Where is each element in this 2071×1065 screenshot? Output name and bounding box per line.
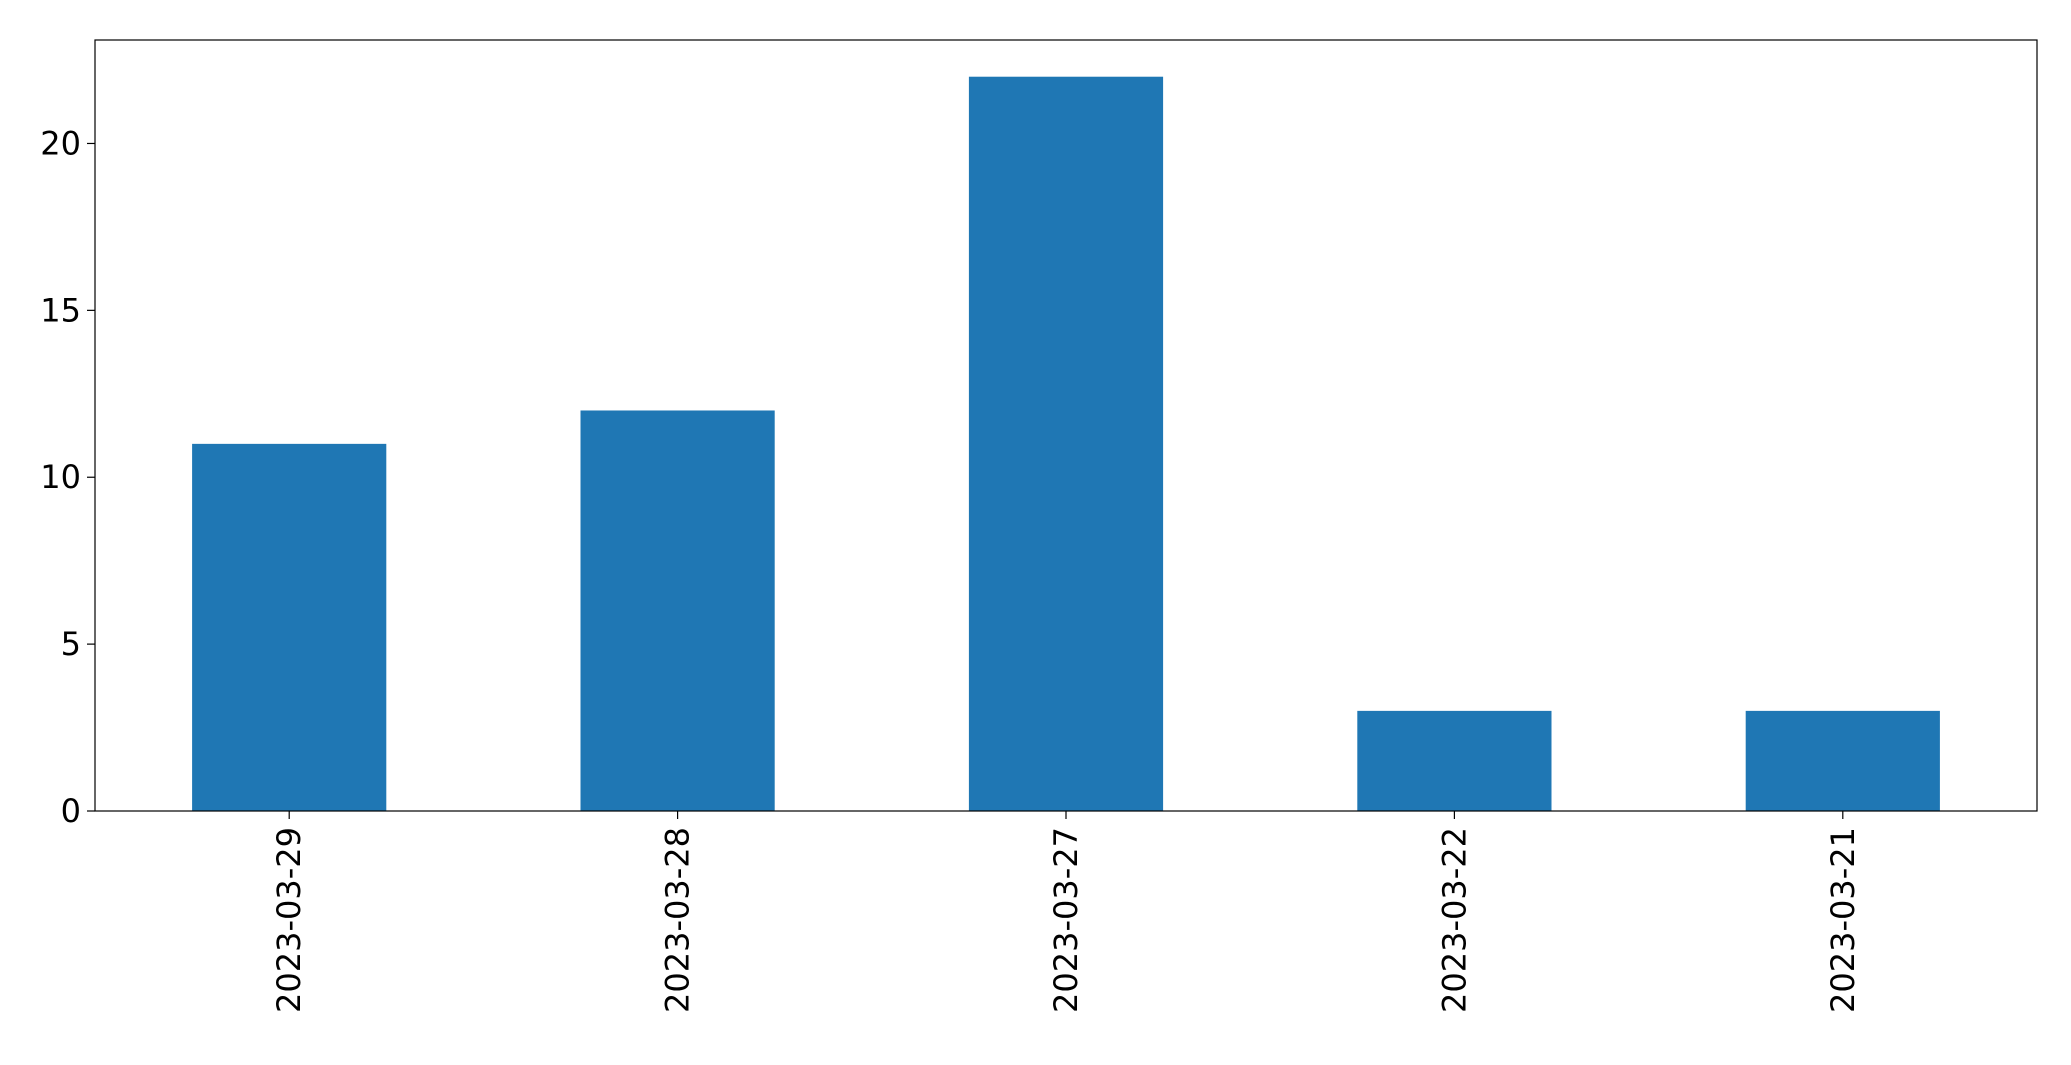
bar-2023-03-29: [192, 443, 387, 811]
x-tick-label: 2023-03-29: [270, 827, 308, 1013]
bar-2023-03-27: [968, 76, 1164, 811]
y-tick-label: 10: [40, 458, 81, 496]
y-tick-label: 0: [61, 792, 81, 830]
y-tick-label: 5: [61, 625, 81, 663]
y-tick-label: 15: [40, 291, 81, 329]
bar-2023-03-22: [1357, 710, 1552, 811]
x-tick-label: 2023-03-27: [1047, 827, 1085, 1013]
bar-2023-03-21: [1745, 710, 1940, 811]
y-axis: 0 5 10 15 20: [40, 124, 95, 830]
bars-layer: [192, 76, 1940, 811]
y-tick-label: 20: [40, 124, 81, 162]
x-tick-label: 2023-03-22: [1435, 827, 1473, 1013]
x-axis: 2023-03-29 2023-03-28 2023-03-27 2023-03-22…: [270, 811, 1862, 1013]
bar-2023-03-28: [580, 410, 775, 811]
x-tick-label: 2023-03-21: [1824, 827, 1862, 1013]
x-tick-label: 2023-03-28: [659, 827, 697, 1013]
